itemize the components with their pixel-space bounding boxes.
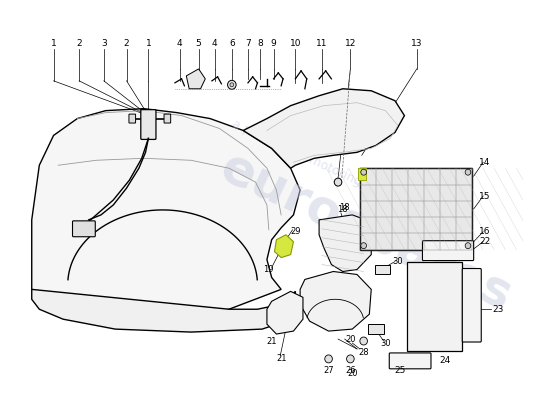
FancyBboxPatch shape [422,241,474,260]
FancyBboxPatch shape [141,110,156,140]
Text: 1: 1 [146,38,151,48]
Text: 21: 21 [276,354,287,363]
Text: 30: 30 [380,340,391,348]
Text: 16: 16 [479,227,491,236]
Text: a passion for motoring since 1985: a passion for motoring since 1985 [230,117,430,219]
FancyBboxPatch shape [463,268,481,342]
FancyBboxPatch shape [73,221,95,237]
FancyBboxPatch shape [375,264,390,274]
Polygon shape [300,272,371,331]
Circle shape [228,80,236,89]
Text: 8: 8 [257,38,263,48]
Polygon shape [274,235,294,258]
Text: 25: 25 [394,366,405,375]
Circle shape [465,169,471,175]
Text: 15: 15 [479,192,491,200]
Polygon shape [32,289,295,332]
Text: 18: 18 [339,204,350,212]
Text: 7: 7 [245,38,251,48]
Text: 2: 2 [124,38,129,48]
Circle shape [361,243,366,249]
Text: 23: 23 [493,305,504,314]
Circle shape [346,355,354,363]
FancyBboxPatch shape [408,262,463,351]
Text: 9: 9 [271,38,277,48]
Text: 13: 13 [411,38,422,48]
Text: 10: 10 [290,38,301,48]
Text: 27: 27 [323,366,334,375]
Text: 28: 28 [359,348,369,358]
Text: 19: 19 [263,265,274,274]
Polygon shape [319,215,371,272]
FancyBboxPatch shape [360,168,472,250]
Text: 6: 6 [229,38,235,48]
Text: 30: 30 [393,257,403,266]
Text: 22: 22 [480,237,491,246]
Text: 24: 24 [439,356,451,365]
Text: 2: 2 [76,38,82,48]
Polygon shape [243,89,404,168]
Polygon shape [32,109,300,317]
Text: 20: 20 [345,334,356,344]
Text: 21: 21 [266,336,277,346]
Text: 20: 20 [347,369,358,378]
Text: 3: 3 [101,38,107,48]
Text: 4: 4 [177,38,183,48]
Text: 1: 1 [51,38,57,48]
FancyBboxPatch shape [164,114,170,123]
Text: 12: 12 [345,38,356,48]
Text: eurospares: eurospares [213,143,520,320]
Circle shape [324,355,332,363]
Text: 4: 4 [212,38,218,48]
Circle shape [230,83,234,87]
Text: 26: 26 [345,366,356,375]
Text: 11: 11 [316,38,328,48]
Circle shape [465,243,471,249]
Text: 18: 18 [338,206,348,214]
Text: 14: 14 [480,158,491,167]
FancyBboxPatch shape [358,168,366,180]
Polygon shape [186,69,205,89]
Circle shape [334,178,342,186]
FancyBboxPatch shape [129,114,136,123]
Text: 29: 29 [290,227,301,236]
Circle shape [361,169,366,175]
FancyBboxPatch shape [389,353,431,369]
FancyBboxPatch shape [368,324,383,334]
Text: 5: 5 [196,38,201,48]
Polygon shape [267,291,303,334]
Circle shape [360,337,367,345]
